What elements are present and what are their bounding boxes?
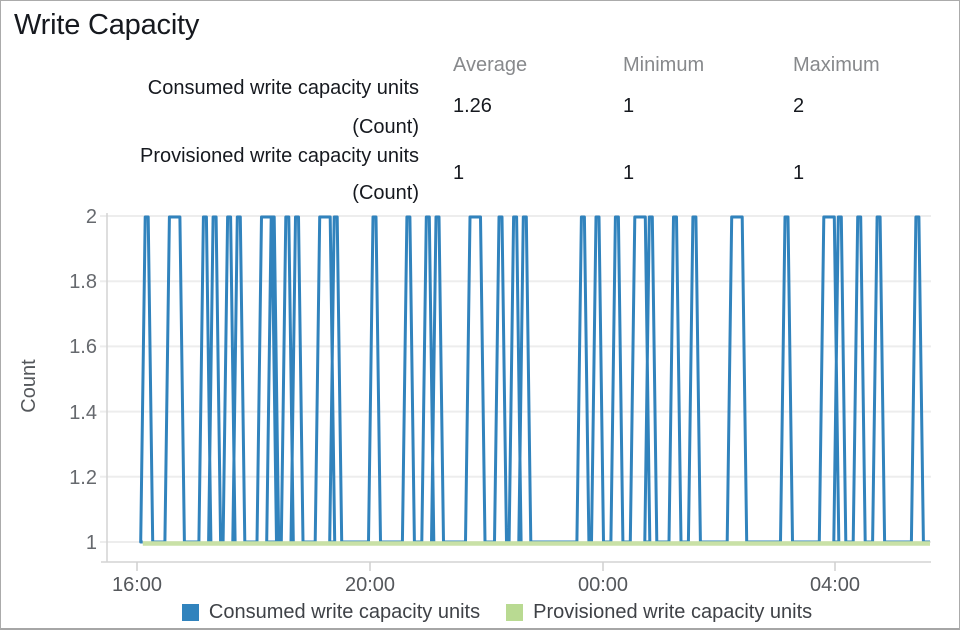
legend: Consumed write capacity units Provisione… [17,600,959,624]
provisioned-row-label: Provisioned write capacity units [139,145,419,167]
x-tick-16-00: 16:00 [112,574,162,596]
legend-swatch-provisioned-icon [506,603,524,621]
consumed-maximum-value: 2 [793,95,805,117]
page-title: Write Capacity [14,9,200,41]
legend-item-consumed[interactable]: Consumed write capacity units [181,600,481,624]
axis-lines [101,213,931,563]
stats-header-minimum: Minimum [623,54,705,76]
line-chart: 2 1.8 1.6 1.4 1.2 1 Count 16:00 20:00 00… [18,206,931,596]
consumed-row-label: Consumed write capacity units [147,77,419,99]
stats-header-maximum: Maximum [793,54,880,76]
legend-swatch-consumed-icon [181,603,199,621]
provisioned-row-unit: (Count) [352,182,419,204]
provisioned-minimum-value: 1 [623,162,635,184]
y-axis-label: Count [18,359,40,413]
y-tick-2: 2 [86,206,97,228]
legend-label-provisioned: Provisioned write capacity units [533,600,813,623]
x-tick-00-00: 00:00 [578,574,628,596]
x-tick-20-00: 20:00 [345,574,395,596]
y-tick-1-6: 1.6 [69,336,97,358]
x-axis-ticks [136,562,836,571]
consumed-line [139,215,930,544]
provisioned-average-value: 1 [453,162,465,184]
provisioned-maximum-value: 1 [793,162,805,184]
legend-item-provisioned[interactable]: Provisioned write capacity units [506,601,812,624]
stats-header-average: Average [453,54,528,76]
consumed-average-value: 1.26 [453,95,492,117]
y-tick-1: 1 [86,532,97,554]
consumed-minimum-value: 1 [623,95,635,117]
legend-label-consumed: Consumed write capacity units [208,600,481,623]
x-tick-04-00: 04:00 [810,574,860,596]
y-tick-1-8: 1.8 [69,271,97,293]
y-tick-1-4: 1.4 [69,402,97,424]
consumed-row-unit: (Count) [352,116,419,138]
y-tick-1-2: 1.2 [69,467,97,489]
